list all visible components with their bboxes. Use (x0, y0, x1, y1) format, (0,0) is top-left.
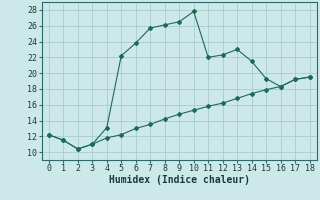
X-axis label: Humidex (Indice chaleur): Humidex (Indice chaleur) (109, 175, 250, 185)
